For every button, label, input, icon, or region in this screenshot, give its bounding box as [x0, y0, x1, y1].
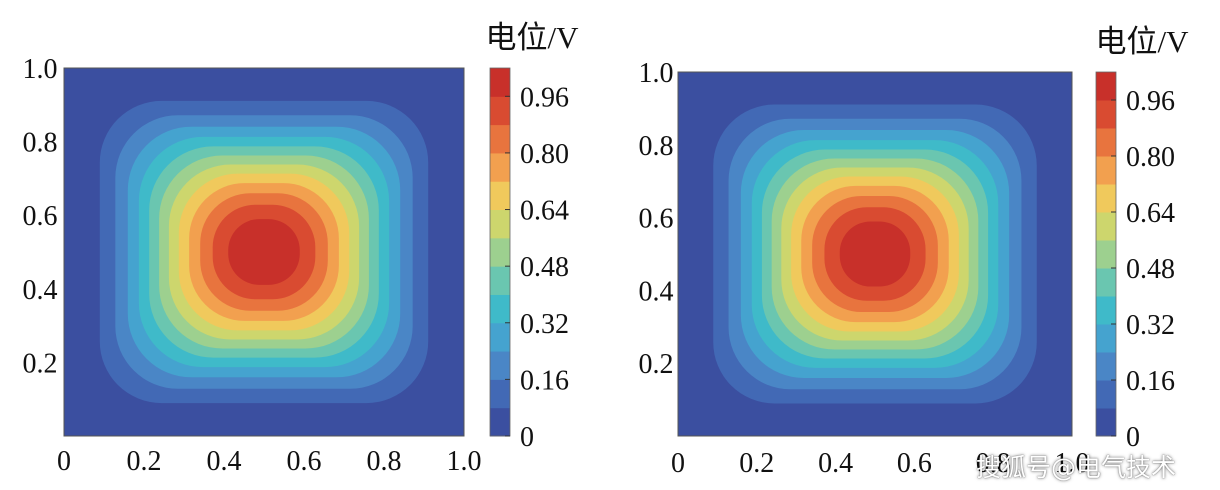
colorbar-segment	[1096, 212, 1116, 241]
colorbar-segment	[490, 96, 510, 126]
colorbar-ticks-1: 0 0.16 0.32 0.48 0.64 0.80 0.96	[505, 82, 569, 453]
panel-1: 0 0.2 0.4 0.6 0.8 1.0 0.2 0.4 0.6 0.8 1.0 0 0.16 0.…	[23, 20, 580, 477]
x-tick-label: 0.8	[367, 446, 402, 477]
colorbar-tick-label: 0.80	[1126, 142, 1175, 173]
x-tick-label: 0.6	[897, 448, 932, 479]
colorbar-segment	[1096, 240, 1116, 269]
contour-band	[839, 221, 911, 287]
x-axis-ticks-1: 0 0.2 0.4 0.6 0.8 1.0	[57, 446, 482, 477]
x-tick-label: 1.0	[1055, 448, 1090, 479]
colorbar-segment	[1096, 352, 1116, 381]
colorbar-segment	[1096, 184, 1116, 213]
colorbar-segment	[490, 237, 510, 267]
colorbar-tick-label: 0.64	[520, 196, 569, 227]
y-tick-label: 0.4	[639, 276, 674, 307]
y-tick-label: 1.0	[23, 54, 58, 85]
y-tick-label: 0.6	[23, 201, 58, 232]
x-axis-ticks-2: 0 0.2 0.4 0.6 0.8 1.0	[671, 448, 1090, 479]
colorbar-segment	[1096, 324, 1116, 353]
y-axis-ticks-2: 0.2 0.4 0.6 0.8 1.0	[639, 58, 674, 380]
y-tick-label: 0.8	[639, 131, 674, 162]
colorbar-tick-label: 0.16	[520, 365, 569, 396]
x-tick-label: 0.6	[287, 446, 322, 477]
contour-plot-2	[678, 72, 1072, 436]
colorbar-tick-label: 0.16	[1126, 366, 1175, 397]
colorbar-segment	[1096, 408, 1116, 437]
colorbar-tick-label: 0.48	[520, 252, 569, 283]
x-tick-label: 0.4	[207, 446, 242, 477]
x-tick-label: 0	[57, 446, 71, 477]
colorbar-tick-label: 0.80	[520, 139, 569, 170]
y-tick-label: 0.4	[23, 275, 58, 306]
x-tick-label: 0.8	[976, 448, 1011, 479]
y-tick-label: 0.2	[639, 349, 674, 380]
y-axis-ticks-1: 0.2 0.4 0.6 0.8 1.0	[23, 54, 58, 379]
colorbar-tick-label: 0.96	[520, 82, 569, 113]
colorbar-segment	[490, 209, 510, 239]
contour-plot-1	[64, 68, 464, 436]
y-tick-label: 0.6	[639, 204, 674, 235]
x-tick-label: 0.2	[739, 448, 774, 479]
colorbar-tick-label: 0.48	[1126, 254, 1175, 285]
x-tick-label: 0.2	[127, 446, 162, 477]
colorbar-frame	[489, 67, 511, 437]
colorbar-ticks-2: 0 0.16 0.32 0.48 0.64 0.80 0.96	[1111, 86, 1175, 453]
x-tick-label: 0	[671, 448, 685, 479]
panel-2: 0 0.2 0.4 0.6 0.8 1.0 0.2 0.4 0.6 0.8 1.0 0 0.16 0.…	[639, 24, 1190, 479]
y-tick-label: 1.0	[639, 58, 674, 89]
colorbar-title-2: 电位/V	[1096, 24, 1190, 59]
colorbar-tick-label: 0.96	[1126, 86, 1175, 117]
colorbar-segment	[490, 68, 510, 97]
plot-frame-1	[63, 67, 465, 437]
colorbar-segment	[1096, 128, 1116, 157]
colorbar-segment	[1096, 72, 1116, 101]
colorbar-segment	[490, 266, 510, 295]
colorbar-segment	[490, 379, 510, 409]
colorbar-tick-label: 0.32	[1126, 310, 1175, 341]
colorbar-segment	[490, 322, 510, 352]
y-tick-label: 0.8	[23, 128, 58, 159]
colorbar-tick-label: 0	[1126, 422, 1140, 453]
colorbar-segment	[1096, 296, 1116, 325]
colorbar-segment	[490, 407, 510, 437]
colorbar-1	[489, 67, 511, 437]
contour-band	[228, 219, 300, 285]
colorbar-segment	[1096, 380, 1116, 409]
colorbar-segment	[1096, 100, 1116, 129]
colorbar-tick-label: 0.32	[520, 309, 569, 340]
colorbar-segment	[1096, 156, 1116, 185]
x-tick-label: 1.0	[447, 446, 482, 477]
colorbar-segment	[490, 124, 510, 154]
colorbar-segment	[1096, 268, 1116, 297]
watermark-text: 搜狐号@电气技术	[976, 453, 1177, 482]
colorbar-2	[1095, 71, 1117, 437]
colorbar-segment	[490, 152, 510, 182]
x-tick-label: 0.4	[818, 448, 853, 479]
colorbar-tick-label: 0.64	[1126, 198, 1175, 229]
colorbar-tick-label: 0	[520, 422, 534, 453]
plot-frame-2	[677, 71, 1073, 437]
y-tick-label: 0.2	[23, 348, 58, 379]
colorbar-frame	[1095, 71, 1117, 437]
colorbar-segment	[490, 351, 510, 380]
colorbar-title-1: 电位/V	[486, 20, 580, 55]
colorbar-segment	[490, 294, 510, 324]
colorbar-segment	[490, 181, 510, 211]
